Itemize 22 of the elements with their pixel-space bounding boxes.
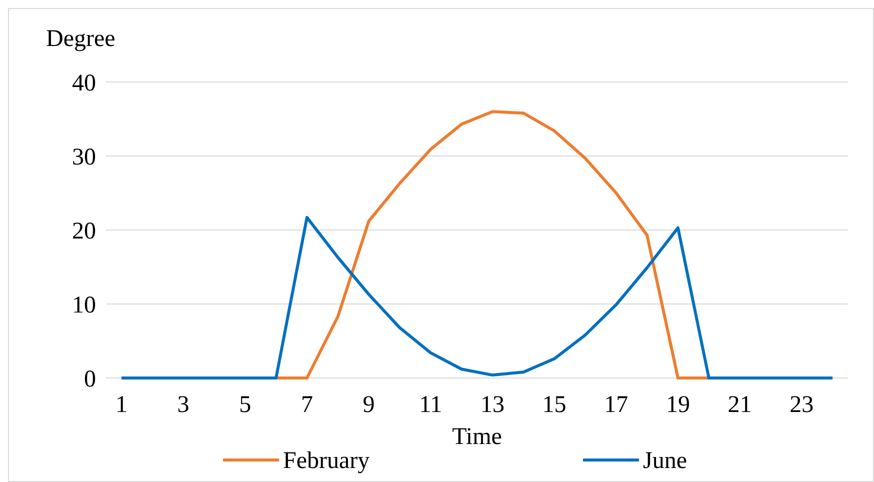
x-tick-label: 9 xyxy=(362,392,375,418)
line-series xyxy=(120,216,834,380)
x-tick-label: 21 xyxy=(728,392,752,418)
x-tick-label: 5 xyxy=(239,392,252,418)
x-tick-label: 17 xyxy=(604,392,628,418)
x-tick-label: 13 xyxy=(480,392,504,418)
y-tick-label: 30 xyxy=(72,144,96,170)
x-tick-label: 11 xyxy=(419,392,442,418)
x-tick-label: 7 xyxy=(300,392,313,418)
y-axis-title: Degree xyxy=(46,26,116,52)
x-tick-label: 23 xyxy=(790,392,814,418)
y-tick-label: 40 xyxy=(72,70,96,96)
y-tick-label: 0 xyxy=(84,366,96,392)
legend-label: June xyxy=(643,448,687,474)
x-tick-label: 1 xyxy=(115,392,128,418)
x-tick-label: 3 xyxy=(177,392,190,418)
x-axis-title: Time xyxy=(452,424,502,450)
x-tick-label: 15 xyxy=(542,392,566,418)
y-tick-label: 20 xyxy=(72,218,96,244)
x-tick-label: 19 xyxy=(666,392,690,418)
legend-label: February xyxy=(283,448,370,474)
y-tick-label: 10 xyxy=(72,292,96,318)
